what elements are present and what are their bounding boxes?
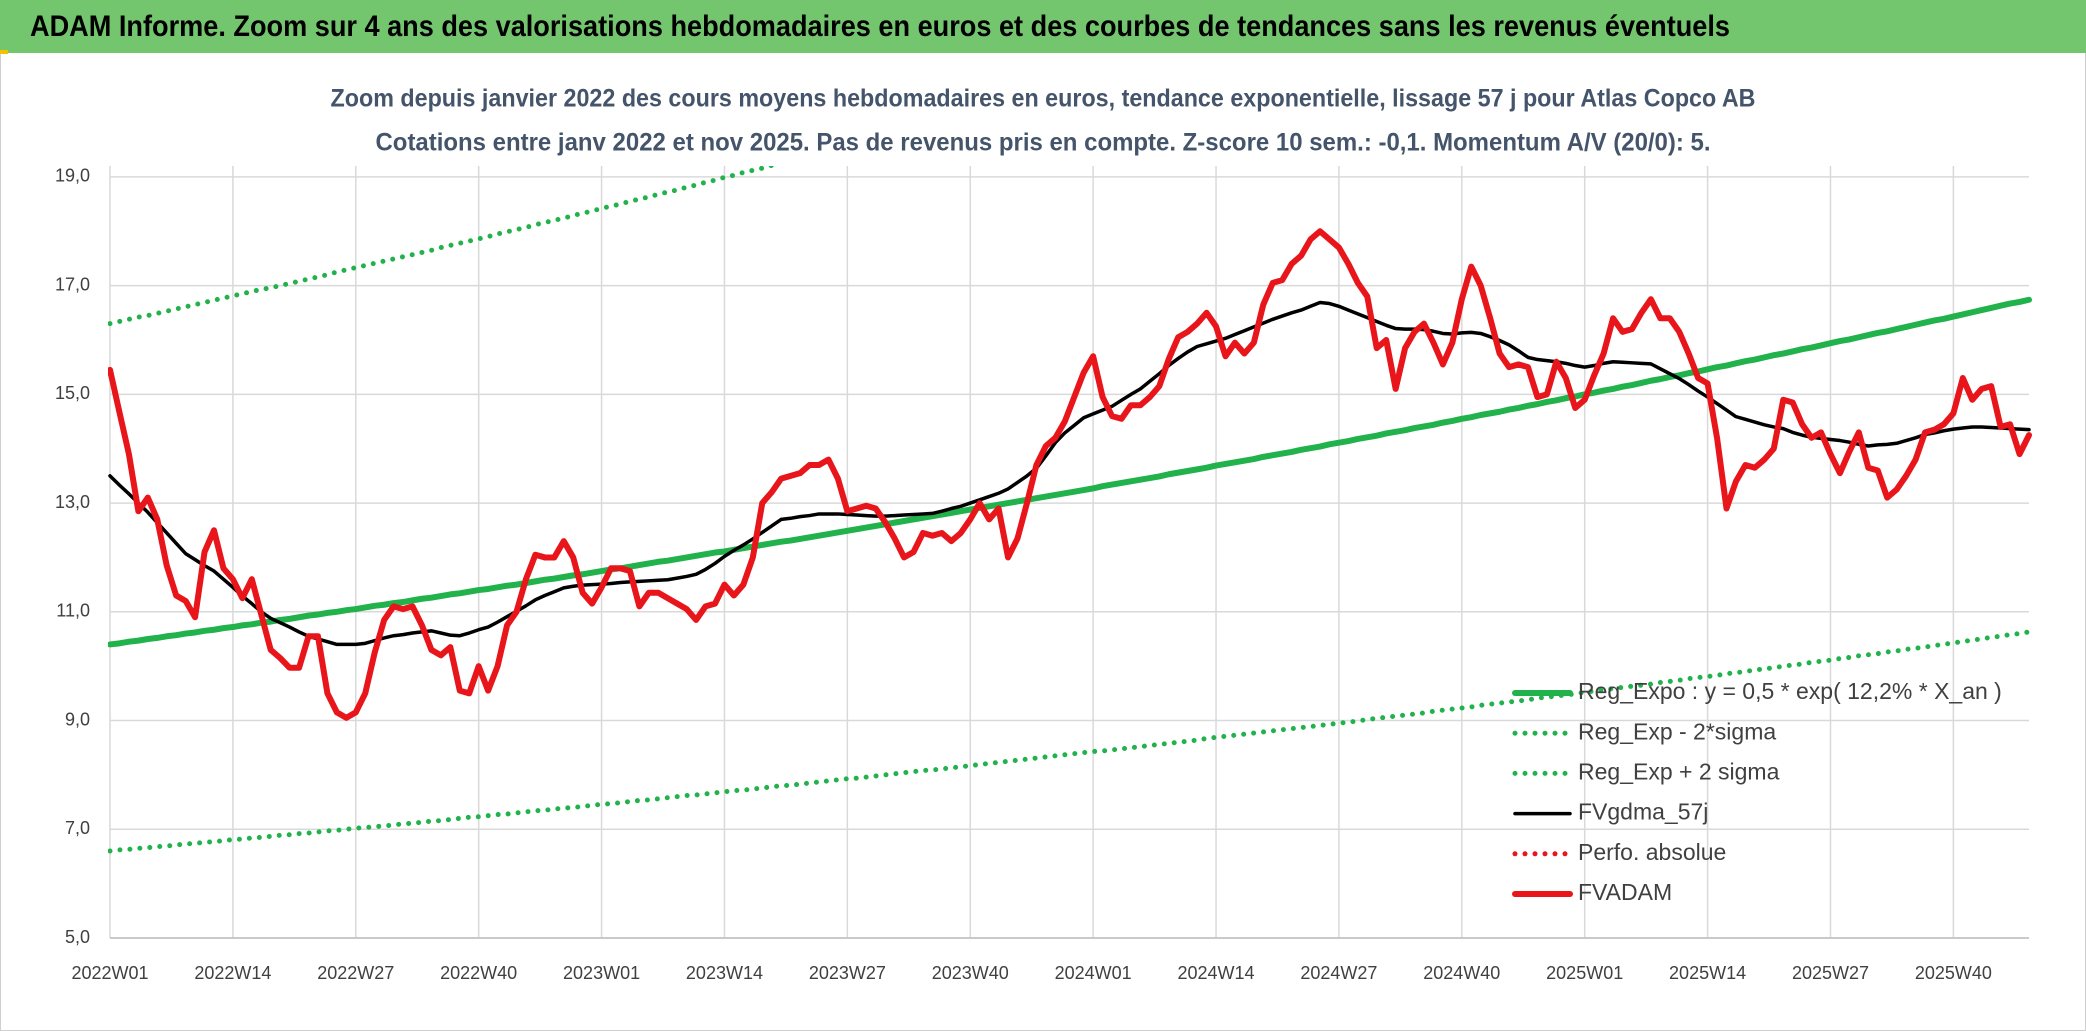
series-line <box>108 166 779 327</box>
x-tick-label: 2024W27 <box>1300 963 1377 983</box>
x-tick-label: 2025W01 <box>1546 963 1623 983</box>
y-tick-label: 11,0 <box>56 601 90 621</box>
legend: Reg_Expo : y = 0,5 * exp( 12,2% * X_an )… <box>1512 678 2002 905</box>
y-tick-label: 19,0 <box>55 166 90 186</box>
x-tick-label: 2025W40 <box>1915 963 1992 983</box>
x-tick-label: 2024W14 <box>1177 963 1254 983</box>
legend-label: Perfo. absolue <box>1578 839 1726 865</box>
x-tick-label: 2022W40 <box>440 963 517 983</box>
axis-labels: 5,0 7,0 9,0 11,0 13,0 15,0 17,0 19,0 2022W01 2022… <box>55 166 1992 983</box>
x-tick-label: 2023W01 <box>563 963 640 983</box>
header-banner <box>0 0 2086 53</box>
x-tick-label: 2025W14 <box>1669 963 1746 983</box>
plot-area <box>108 166 2032 854</box>
x-tick-label: 2025W27 <box>1792 963 1869 983</box>
chart-title: Zoom depuis janvier 2022 des cours moyen… <box>331 85 1756 113</box>
legend-label: Reg_Exp + 2 sigma <box>1578 758 1780 784</box>
y-tick-label: 15,0 <box>55 383 90 403</box>
series-line <box>108 228 2032 721</box>
chart-subtitle: Cotations entre janv 2022 et nov 2025. P… <box>376 129 1711 157</box>
header-mark <box>0 50 8 54</box>
y-tick-label: 7,0 <box>65 818 90 838</box>
series-line <box>108 296 2032 648</box>
legend-label: FVgdma_57j <box>1578 799 1708 825</box>
x-tick-label: 2022W27 <box>317 963 394 983</box>
x-tick-label: 2023W14 <box>686 963 763 983</box>
x-tick-label: 2024W40 <box>1423 963 1500 983</box>
y-tick-label: 17,0 <box>55 274 90 294</box>
x-tick-label: 2022W14 <box>194 963 271 983</box>
x-tick-label: 2024W01 <box>1055 963 1132 983</box>
grid <box>109 166 2029 939</box>
legend-label: Reg_Exp - 2*sigma <box>1578 718 1776 744</box>
x-tick-label: 2022W01 <box>71 963 148 983</box>
legend-label: FVADAM <box>1578 879 1672 905</box>
x-tick-label: 2023W27 <box>809 963 886 983</box>
header-title: ADAM Informe. Zoom sur 4 ans des valoris… <box>30 10 1730 43</box>
y-tick-label: 5,0 <box>65 927 90 947</box>
x-tick-label: 2023W40 <box>932 963 1009 983</box>
legend-label: Reg_Expo : y = 0,5 * exp( 12,2% * X_an ) <box>1578 678 2002 704</box>
series-line <box>108 629 2032 854</box>
y-tick-label: 9,0 <box>65 709 90 729</box>
y-tick-label: 13,0 <box>55 492 90 512</box>
